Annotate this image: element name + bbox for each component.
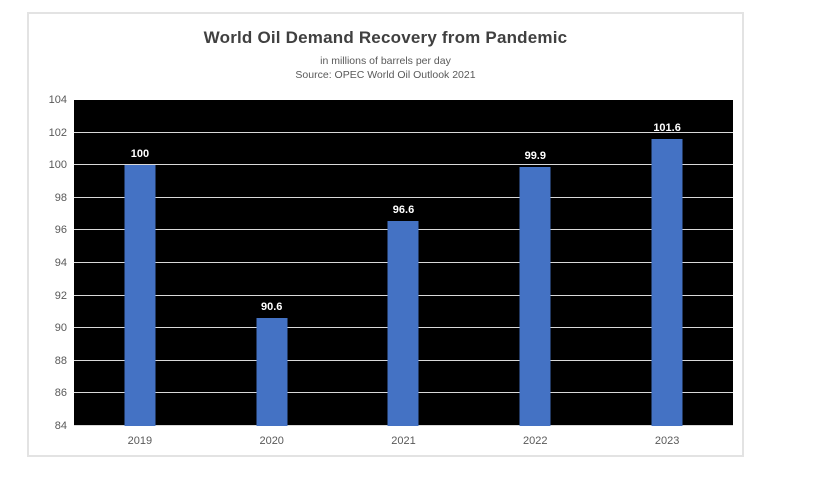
bar-slot: 90.6 <box>206 100 338 426</box>
bar <box>256 318 288 426</box>
bar-value-label: 90.6 <box>260 301 283 314</box>
x-tick-label: 2021 <box>391 435 416 447</box>
y-tick-label: 96 <box>54 224 67 237</box>
plot-area: 100 90.6 96.6 99.9 101.6 <box>74 100 733 426</box>
y-tick-label: 94 <box>54 257 67 269</box>
bar-slot: 96.6 <box>338 100 470 426</box>
bar <box>387 220 419 426</box>
bar-slot: 99.9 <box>469 100 601 426</box>
bar <box>124 165 156 426</box>
bar-slot: 100 <box>74 100 206 426</box>
y-tick-label: 90 <box>54 322 67 335</box>
bar-value-label: 99.9 <box>524 149 546 162</box>
y-tick-label: 88 <box>54 354 67 367</box>
y-axis: 84 86 88 90 92 94 96 98 100 102 104 <box>29 94 67 432</box>
x-tick-label: 2019 <box>127 435 153 447</box>
gridline <box>74 164 733 166</box>
gridline <box>74 131 733 133</box>
x-axis: 2019 2020 2021 2022 2023 <box>74 426 733 452</box>
y-tick-label: 98 <box>54 191 67 204</box>
x-tick-label: 2022 <box>523 435 548 447</box>
chart-title: World Oil Demand Recovery from Pandemic <box>203 28 568 47</box>
chart-source: Source: OPEC World Oil Outlook 2021 <box>295 69 476 81</box>
y-tick-label: 84 <box>54 420 67 432</box>
x-tick-label: 2020 <box>259 435 284 447</box>
y-tick-label: 92 <box>54 289 67 302</box>
y-tick-label: 100 <box>48 159 67 172</box>
chart-subtitle: in millions of barrels per day <box>320 55 451 67</box>
bar-value-label: 96.6 <box>392 203 415 216</box>
bar-slot: 101.6 <box>601 100 733 426</box>
y-tick-label: 86 <box>54 387 67 400</box>
y-tick-label: 102 <box>48 126 67 139</box>
x-tick-label: 2023 <box>654 435 680 447</box>
bar-value-label: 100 <box>130 148 150 161</box>
chart-container: World Oil Demand Recovery from Pandemic … <box>27 12 744 457</box>
bar <box>651 139 683 426</box>
gridline <box>74 196 733 198</box>
bar <box>519 166 551 426</box>
y-tick-label: 104 <box>48 94 67 106</box>
bar-value-label: 101.6 <box>653 122 681 135</box>
